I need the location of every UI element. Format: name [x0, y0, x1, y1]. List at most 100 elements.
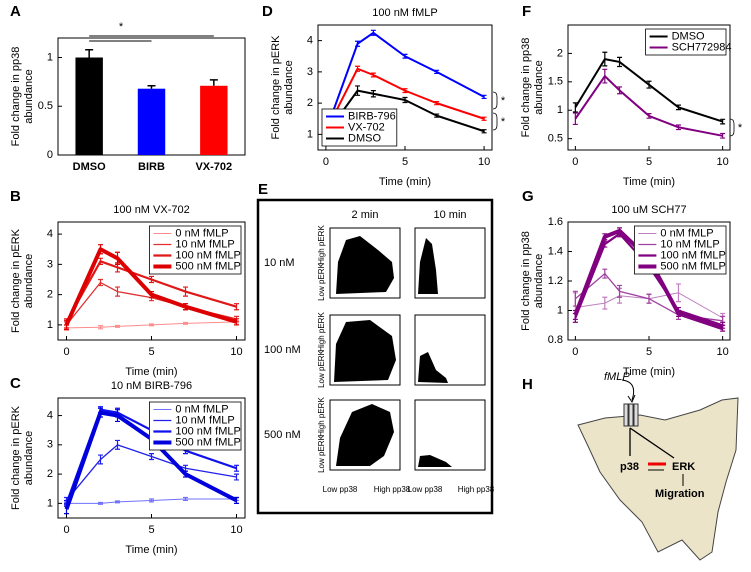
legend-label: 10 nM fMLP: [175, 414, 234, 426]
receptor-helix: [623, 403, 629, 427]
panel-letter: B: [10, 188, 21, 205]
y-axis-label: abundance: [533, 254, 545, 308]
error-bar: [720, 324, 726, 332]
error-bar: [572, 102, 578, 113]
series-line: [66, 321, 237, 329]
arrowhead: [627, 394, 636, 404]
y-tick-label: 4: [307, 35, 313, 47]
axis-label: Low pp38: [323, 485, 358, 494]
legend-label: BIRB-796: [348, 110, 396, 122]
legend-label: 500 nM fMLP: [175, 436, 240, 448]
dot-cloud: [418, 455, 452, 467]
axis-label: Low pERK: [317, 434, 326, 472]
axis-label: High pERK: [317, 225, 326, 265]
error-bar: [98, 325, 103, 330]
legend-label: 10 nM fMLP: [175, 238, 234, 250]
panel-letter: G: [522, 188, 534, 205]
x-axis-label: Time (min): [125, 544, 177, 556]
error-bar: [234, 473, 239, 481]
y-tick-label: 4: [47, 228, 53, 240]
legend-label: 100 nM fMLP: [175, 249, 240, 261]
significance-brace: [492, 112, 498, 131]
y-tick-label: 0.5: [548, 133, 563, 145]
row-label: 10 nM: [264, 257, 295, 269]
panel-letter: H: [522, 376, 533, 393]
node-label: ERK: [672, 461, 695, 473]
diagram: H fMLP p38 ERK Migration: [522, 371, 739, 561]
error-bar: [85, 48, 94, 58]
x-tick-label: 10: [478, 156, 490, 168]
error-bar: [64, 319, 69, 331]
error-bar: [646, 113, 652, 119]
error-bar: [617, 284, 623, 298]
x-tick-label: 0: [572, 346, 578, 358]
error-bar: [234, 464, 239, 472]
error-bar: [646, 80, 652, 89]
error-bar: [602, 233, 608, 241]
bar: [200, 85, 228, 155]
y-axis-label: abundance: [533, 60, 545, 114]
y-tick-label: 2: [47, 289, 53, 301]
error-bar: [675, 283, 681, 303]
error-bar: [370, 90, 376, 98]
x-tick-label: 10: [717, 156, 729, 168]
panel-border: [256, 198, 494, 515]
series-line: [574, 58, 723, 123]
axis-label: Low pERK: [317, 262, 326, 300]
error-bar: [149, 453, 154, 461]
chart-title: 100 nM VX-702: [113, 204, 189, 216]
error-bar: [617, 56, 623, 68]
error-bar: [602, 51, 608, 67]
y-tick-label: 2: [557, 47, 563, 59]
x-tick-label: DMSO: [73, 161, 106, 173]
error-bar: [402, 53, 408, 59]
error-bar: [147, 85, 156, 89]
y-axis-label: Fold change in pp38: [520, 38, 532, 138]
row-label: 100 nM: [264, 344, 301, 356]
y-tick-label: 4: [47, 409, 53, 421]
y-axis-label: Fold change in pp38: [520, 231, 532, 331]
annotation: *: [738, 122, 743, 134]
error-bar: [98, 257, 103, 265]
legend-label: 100 nM fMLP: [175, 425, 240, 437]
legend-label: 500 nM fMLP: [660, 260, 725, 272]
y-tick-label: 0: [47, 149, 53, 161]
plot-box: [414, 227, 486, 299]
y-tick-label: 1: [557, 304, 563, 316]
error-bar: [355, 65, 361, 72]
legend-label: SCH772984: [672, 41, 732, 53]
y-tick-label: 3: [47, 258, 53, 270]
y-axis-label: Fold change in pERK: [270, 35, 282, 140]
error-bar: [115, 439, 120, 450]
error-bar: [183, 286, 188, 297]
error-bar: [675, 104, 681, 111]
series-line: [65, 444, 237, 501]
series-line: [575, 292, 723, 319]
error-bar: [481, 94, 487, 100]
axis-label: Low pp38: [408, 485, 443, 494]
chart-title: 100 uM SCH77: [611, 204, 686, 216]
x-tick-label: 5: [646, 346, 652, 358]
legend-label: DMSO: [348, 132, 381, 144]
error-bar: [355, 40, 361, 47]
error-bar: [402, 96, 408, 104]
error-bar: [98, 407, 103, 418]
error-bar: [183, 321, 188, 325]
error-bar: [602, 296, 608, 310]
axis-label: Low pERK: [317, 349, 326, 387]
error-bar: [149, 498, 154, 503]
y-tick-label: 3: [307, 66, 313, 78]
error-bar: [572, 309, 578, 320]
cell: [577, 397, 739, 561]
legend-label: VX-702: [348, 121, 385, 133]
error-bar: [675, 124, 681, 131]
error-bar: [434, 100, 440, 106]
legend-label: DMSO: [672, 30, 705, 42]
arrow: [621, 379, 635, 401]
plot-box: [414, 399, 486, 471]
error-bar: [370, 29, 376, 36]
error-bar: [115, 500, 120, 504]
error-bar: [183, 470, 188, 478]
error-bar: [481, 129, 487, 134]
series-line: [325, 67, 485, 132]
